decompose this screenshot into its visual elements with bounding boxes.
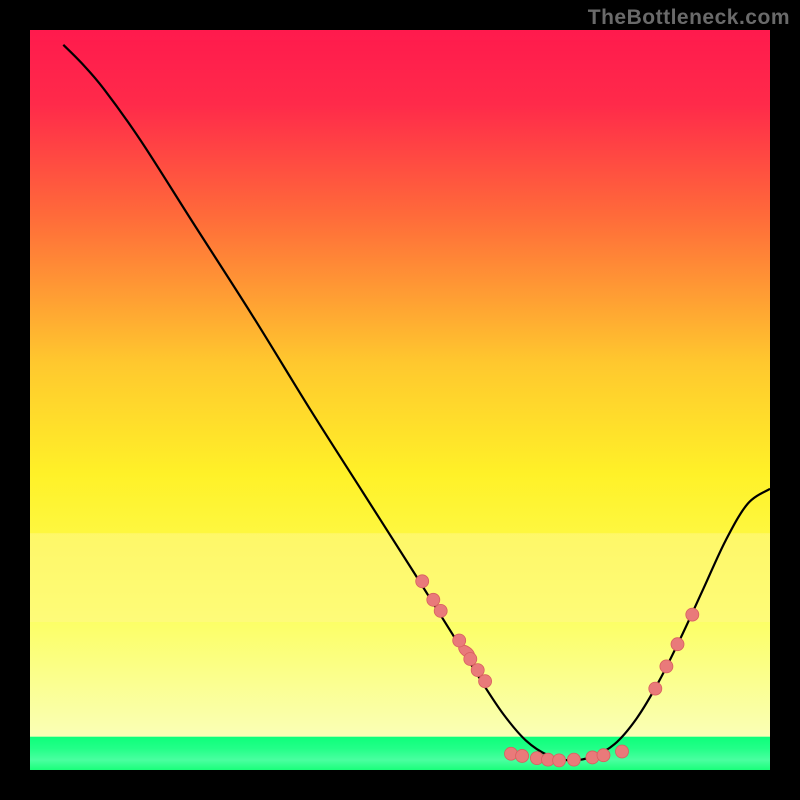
chart-marker [453,634,466,647]
chart-marker [464,653,477,666]
chart-marker [671,638,684,651]
chart-svg [30,30,770,770]
chart-marker [516,749,529,762]
chart-marker [567,753,580,766]
chart-marker [416,575,429,588]
chart-marker [471,664,484,677]
chart-marker [616,745,629,758]
chart-bottom-strip [30,737,770,770]
chart-marker [553,754,566,767]
chart-marker [586,751,599,764]
chart-marker [649,682,662,695]
chart-marker [597,749,610,762]
chart-marker [505,747,518,760]
chart-highlight-band [30,533,770,622]
chart-marker [427,593,440,606]
chart-marker [660,660,673,673]
chart-marker [434,604,447,617]
watermark-text: TheBottleneck.com [588,6,790,30]
chart-marker [479,675,492,688]
chart-marker [686,608,699,621]
